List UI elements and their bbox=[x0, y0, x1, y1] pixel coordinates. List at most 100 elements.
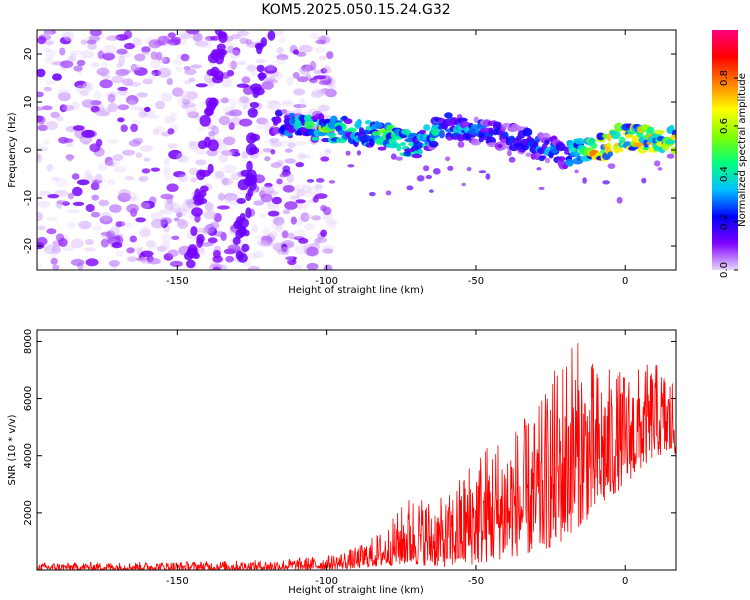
heatmap-blob bbox=[276, 222, 283, 231]
heatmap-blob bbox=[70, 258, 85, 266]
heatmap-blob bbox=[66, 209, 80, 214]
heatmap-blob bbox=[313, 238, 321, 245]
heatmap-ridge-blob bbox=[369, 138, 375, 146]
heatmap-blob bbox=[256, 239, 268, 247]
heatmap-blob bbox=[149, 72, 157, 81]
heatmap-blob bbox=[90, 182, 100, 191]
heatmap-blob bbox=[207, 163, 214, 174]
heatmap-blob bbox=[171, 235, 180, 240]
heatmap-blob bbox=[70, 238, 84, 249]
heatmap-ridge-blob bbox=[591, 143, 598, 149]
heatmap-blob bbox=[111, 242, 123, 249]
heatmap-blob bbox=[150, 51, 158, 60]
heatmap-blob bbox=[46, 41, 52, 48]
heatmap-blob bbox=[98, 162, 108, 172]
heatmap-blob bbox=[300, 212, 310, 223]
heatmap-blob bbox=[276, 160, 285, 166]
heatmap-blob bbox=[314, 184, 324, 189]
heatmap-blob bbox=[150, 212, 164, 222]
heatmap-blob bbox=[45, 120, 58, 131]
heatmap-blob bbox=[457, 141, 465, 148]
heatmap-blob bbox=[210, 35, 221, 41]
heatmap-blob bbox=[250, 67, 258, 77]
heatmap-blob bbox=[46, 80, 56, 85]
heatmap-blob bbox=[390, 153, 397, 160]
heatmap-blob bbox=[310, 91, 323, 99]
heatmap-blob bbox=[46, 164, 53, 172]
heatmap-blob bbox=[141, 51, 150, 56]
heatmap-blob bbox=[117, 192, 131, 203]
heatmap-blob bbox=[268, 190, 279, 196]
heatmap-blob bbox=[293, 49, 299, 55]
heatmap-blob bbox=[141, 200, 155, 210]
heatmap-blob bbox=[303, 214, 316, 219]
heatmap-blob bbox=[89, 143, 101, 153]
heatmap-blob bbox=[292, 72, 300, 79]
heatmap-blob bbox=[95, 173, 103, 181]
heatmap-blob bbox=[58, 238, 68, 247]
colorbar-tick-label: 0.0 bbox=[719, 262, 730, 278]
heatmap-blob bbox=[55, 115, 64, 122]
heatmap-blob bbox=[406, 185, 414, 191]
heatmap-ridge-blob bbox=[600, 149, 606, 154]
heatmap-ridge-blob bbox=[613, 147, 624, 153]
snr-x-tick-label: -150 bbox=[166, 576, 189, 587]
heatmap-blob bbox=[318, 80, 332, 86]
heatmap-blob bbox=[303, 191, 317, 198]
heatmap-blob bbox=[368, 191, 376, 197]
heatmap-blob bbox=[37, 36, 47, 45]
heatmap-blob bbox=[117, 104, 129, 111]
heatmap-ridge-blob bbox=[311, 136, 319, 142]
heatmap-blob bbox=[211, 125, 219, 136]
snr-x-tick-label: -100 bbox=[315, 576, 338, 587]
heatmap-blob bbox=[128, 139, 141, 147]
heatmap-y-tick-label: 10 bbox=[23, 96, 34, 109]
heatmap-blob bbox=[536, 167, 542, 171]
heatmap-blob bbox=[263, 120, 271, 127]
heatmap-blob bbox=[538, 186, 545, 190]
heatmap-blob bbox=[218, 153, 229, 163]
heatmap-blob bbox=[170, 112, 177, 122]
heatmap-blob bbox=[282, 209, 290, 215]
heatmap-ridge-blob bbox=[364, 120, 372, 125]
heatmap-ridge-blob bbox=[428, 140, 439, 148]
heatmap-blob bbox=[50, 257, 58, 265]
heatmap-blob bbox=[269, 137, 280, 143]
heatmap-blob bbox=[236, 96, 250, 106]
heatmap-blob bbox=[157, 67, 171, 78]
heatmap-blob bbox=[50, 250, 58, 258]
heatmap-blob bbox=[327, 221, 337, 229]
heatmap-blob bbox=[506, 150, 512, 157]
heatmap-blob bbox=[328, 180, 336, 184]
heatmap-ridge-blob bbox=[525, 152, 532, 157]
heatmap-blob bbox=[217, 205, 230, 210]
heatmap-blob bbox=[106, 35, 120, 41]
heatmap-blob bbox=[302, 185, 312, 193]
heatmap-blob bbox=[161, 233, 172, 243]
heatmap-blob bbox=[72, 201, 85, 206]
heatmap-blob bbox=[156, 245, 167, 252]
heatmap-blob bbox=[120, 124, 128, 133]
heatmap-blob bbox=[188, 77, 196, 82]
heatmap-blob bbox=[126, 247, 135, 254]
heatmap-blob bbox=[163, 116, 175, 124]
colorbar-label: Normalized spectral amplitude bbox=[737, 73, 748, 227]
heatmap-ridge-blob bbox=[371, 131, 382, 137]
heatmap-blob bbox=[98, 108, 111, 117]
heatmap-blob bbox=[135, 152, 143, 159]
heatmap-cells bbox=[37, 30, 676, 270]
heatmap-blob bbox=[87, 42, 97, 50]
heatmap-blob bbox=[252, 86, 260, 99]
heatmap-blob bbox=[216, 49, 226, 60]
heatmap-blob bbox=[309, 32, 319, 39]
heatmap-blob bbox=[50, 111, 60, 119]
heatmap-blob bbox=[280, 246, 290, 256]
heatmap-blob bbox=[124, 42, 135, 50]
heatmap-blob bbox=[461, 182, 466, 187]
chart-title: KOM5.2025.050.15.24.G32 bbox=[261, 2, 450, 18]
heatmap-blob bbox=[195, 83, 208, 88]
heatmap-blob bbox=[135, 217, 146, 223]
heatmap-blob bbox=[187, 111, 199, 119]
heatmap-blob bbox=[167, 143, 178, 149]
heatmap-ridge-blob bbox=[361, 135, 372, 143]
